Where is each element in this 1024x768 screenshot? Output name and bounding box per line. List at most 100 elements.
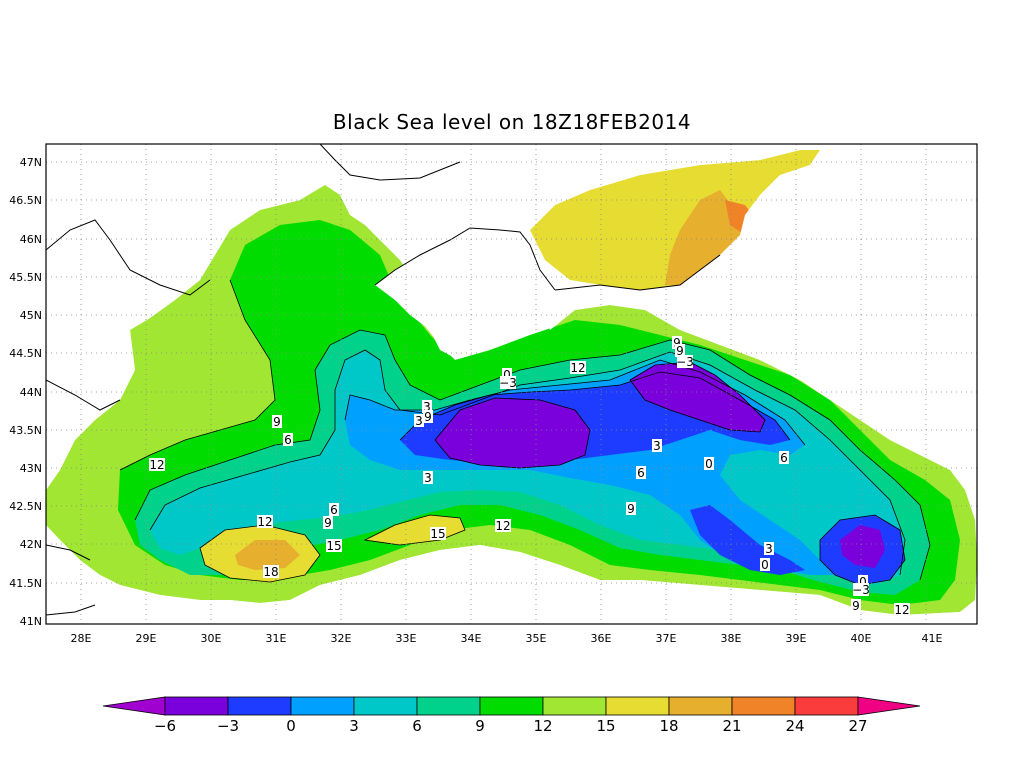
contour-label: 12 (894, 603, 910, 617)
svg-text:−3: −3 (676, 355, 694, 369)
lat-axis: 47N 46.5N 46N 45.5N 45N 44.5N 44N 43.5N … (9, 156, 42, 628)
lon-axis: 28E 29E 30E 31E 32E 33E 34E 35E 36E 37E … (71, 632, 943, 645)
contour-label: 15 (326, 539, 342, 553)
colorbar-swatch (227, 696, 292, 716)
svg-text:0: 0 (503, 368, 511, 382)
contour-label: 6 (779, 451, 789, 465)
lat-label: 43.5N (9, 424, 42, 437)
lon-label: 28E (71, 632, 92, 645)
contour-label: 3 (423, 471, 433, 485)
colorbar-label: 18 (659, 717, 678, 735)
lat-label: 42N (20, 538, 42, 551)
lat-label: 41.5N (9, 577, 42, 590)
svg-text:15: 15 (326, 539, 341, 553)
svg-text:3: 3 (765, 542, 773, 556)
svg-text:6: 6 (780, 451, 788, 465)
colorbar-label: 9 (475, 717, 485, 735)
colorbar-swatch (731, 696, 796, 716)
colorbar-swatch (353, 696, 418, 716)
svg-text:9: 9 (673, 336, 681, 350)
colorbar-swatch (479, 696, 544, 716)
colorbar-swatch (794, 696, 859, 716)
svg-text:6: 6 (284, 433, 292, 447)
svg-text:15: 15 (430, 527, 445, 541)
colorbar-label: 6 (412, 717, 422, 735)
lon-label: 30E (201, 632, 222, 645)
colorbar-swatch (416, 696, 481, 716)
contour-label: 12 (257, 515, 273, 529)
svg-text:9: 9 (424, 410, 432, 424)
svg-text:3: 3 (424, 471, 432, 485)
contour-label: 12 (495, 519, 511, 533)
svg-text:12: 12 (495, 519, 510, 533)
contour-label: 3 (652, 439, 662, 453)
contour-label: 18 (263, 565, 279, 579)
svg-text:12: 12 (149, 458, 164, 472)
lon-label: 34E (461, 632, 482, 645)
lat-label: 44N (20, 386, 42, 399)
contour-label: 15 (430, 527, 446, 541)
colorbar-label: −6 (154, 717, 176, 735)
svg-text:9: 9 (852, 599, 860, 613)
lat-label: 44.5N (9, 347, 42, 360)
colorbar-swatch (668, 696, 733, 716)
svg-text:3: 3 (415, 414, 423, 428)
lon-label: 29E (136, 632, 157, 645)
svg-text:3: 3 (653, 439, 661, 453)
colorbar-label: 27 (848, 717, 867, 735)
contour-label: 12 (570, 361, 586, 375)
svg-text:9: 9 (273, 415, 281, 429)
contour-label: 12 (149, 458, 165, 472)
contour-label: −3 (852, 583, 870, 597)
svg-text:12: 12 (570, 361, 585, 375)
lat-label: 43N (20, 462, 42, 475)
contour-label: 6 (636, 466, 646, 480)
contour-label: 3 (764, 542, 774, 556)
contour-label: 9 (626, 502, 636, 516)
lon-label: 31E (266, 632, 287, 645)
map-title: Black Sea level on 18Z18FEB2014 (332, 110, 692, 134)
lat-label: 46.5N (9, 194, 42, 207)
colorbar-label: 12 (533, 717, 552, 735)
contour-label: 9 (272, 415, 282, 429)
colorbar-label: 21 (722, 717, 741, 735)
lat-label: 45.5N (9, 271, 42, 284)
lon-label: 36E (591, 632, 612, 645)
colorbar-swatch (290, 696, 355, 716)
colorbar-arrow-left (102, 696, 166, 716)
svg-text:12: 12 (894, 603, 909, 617)
svg-text:9: 9 (676, 344, 684, 358)
contour-label: 9 (675, 344, 685, 358)
lon-label: 39E (786, 632, 807, 645)
colorbar-label: 3 (349, 717, 359, 735)
contour-label: 0 (704, 457, 714, 471)
lon-label: 35E (526, 632, 547, 645)
azov-sea (530, 150, 820, 290)
lat-label: 45N (20, 309, 42, 322)
colorbar-swatch (164, 696, 229, 716)
svg-text:18: 18 (263, 565, 278, 579)
contour-label: 9 (851, 599, 861, 613)
lon-label: 32E (331, 632, 352, 645)
lon-label: 37E (656, 632, 677, 645)
colorbar-arrow-right (857, 696, 921, 716)
lat-label: 41N (20, 615, 42, 628)
contour-label: 9 (423, 410, 433, 424)
colorbar-label: 24 (785, 717, 804, 735)
colorbar-label: 15 (596, 717, 615, 735)
svg-text:−3: −3 (852, 583, 870, 597)
svg-text:6: 6 (330, 503, 338, 517)
contour-label: 3 (414, 414, 424, 428)
contour-label: 0 (858, 575, 868, 589)
colorbar-label: −3 (217, 717, 239, 735)
contour-label: 6 (329, 503, 339, 517)
crimea-land (375, 228, 555, 358)
svg-text:0: 0 (859, 575, 867, 589)
svg-text:12: 12 (257, 515, 272, 529)
colorbar: −6 −3 0 3 6 9 12 15 18 21 24 27 (102, 696, 921, 735)
contour-label: 0 (502, 368, 512, 382)
lon-label: 40E (851, 632, 872, 645)
colorbar-label: 0 (286, 717, 296, 735)
